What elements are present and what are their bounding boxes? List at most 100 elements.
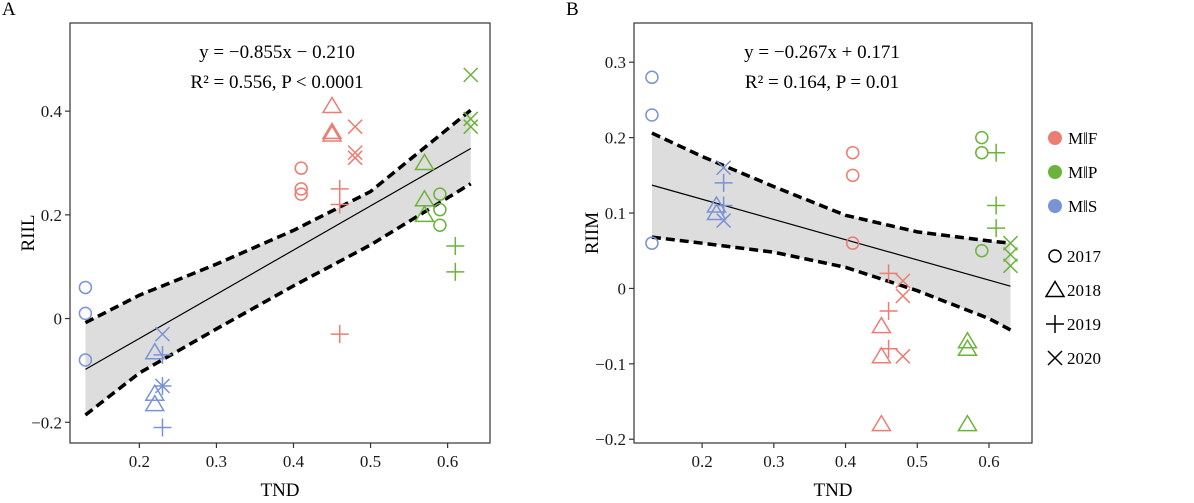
marker-circle [975,145,989,160]
marker-triangle [957,338,978,356]
marker-cross [895,273,911,289]
marker-cross [347,119,363,135]
panel-label-a: A [2,0,16,20]
data-point [714,173,733,192]
marker-triangle [414,153,435,171]
legend-item-year: 2017 [1048,247,1102,266]
legend-item-group: M‖P [1048,163,1097,182]
data-point [414,153,435,171]
marker-cross [463,67,479,83]
x-tick-label: 0.3 [763,452,784,471]
marker-plus [987,219,1006,238]
data-point [330,179,349,198]
marker-triangle [144,342,166,360]
data-point [433,187,447,201]
marker-triangle [321,124,343,142]
data-point [347,119,363,135]
data-point [294,182,308,196]
marker-cross [895,288,911,304]
data-point [895,348,911,364]
marker-cross [347,145,363,161]
marker-triangle [144,394,166,412]
marker-plus [987,143,1006,162]
marker-triangle [321,121,343,140]
data-point [716,213,732,229]
x-tick-label: 0.3 [206,452,227,471]
data-point [144,394,166,412]
y-tick-label: 0.4 [41,102,63,121]
confidence-band-fill [651,133,1011,330]
data-point [144,383,166,401]
marker-plus [446,236,465,255]
marker-cross [1002,235,1019,251]
marker-circle [975,243,989,258]
marker-plus [153,418,172,437]
marker-triangle [871,316,892,334]
marker-circle [645,108,659,122]
stats-b: R² = 0.164, P = 0.01 [745,72,899,93]
data-point [957,414,978,432]
points-b [645,70,1019,432]
marker-cross [347,150,363,166]
marker-cross [716,160,732,176]
data-point [987,196,1006,215]
marker-triangle [871,414,892,432]
marker-circle [645,236,659,250]
ci-upper-line [84,108,472,325]
marker-plus [153,345,172,364]
marker-plus [330,195,349,214]
data-point [154,326,171,342]
marker-plus [714,196,733,215]
legend-item-year: 2019 [1046,315,1101,334]
data-point [347,145,363,161]
y-tick-label: −0.2 [595,430,626,449]
data-point [294,187,308,201]
marker-plus [446,262,465,281]
stats-a: R² = 0.556, P < 0.0001 [190,72,363,93]
y-axis-title-b: RIIM [582,212,603,254]
data-point [845,168,860,183]
y-tick-label: 0.2 [605,129,626,148]
data-point [714,196,733,215]
data-point [78,353,93,367]
data-point [879,302,898,321]
marker-cross [1047,350,1063,366]
legend-label: 2019 [1067,315,1101,334]
marker-triangle [871,346,892,364]
marker-plus [879,339,898,358]
data-point [433,218,447,232]
x-axis-title-a: TND [260,480,299,501]
marker-triangle [957,414,978,432]
legend-label: 2017 [1067,247,1102,266]
marker-circle [433,202,447,217]
x-tick-label: 0.2 [692,452,713,471]
data-point [895,288,911,304]
marker-circle [78,353,93,367]
equation-a: y = −0.855x − 0.210 [199,42,355,63]
data-point [78,306,93,321]
data-point [895,273,911,289]
ci-lower-line [84,182,472,417]
marker-circle [78,306,93,321]
marker-triangle [957,331,978,349]
data-point [330,195,349,214]
data-point [463,67,479,83]
y-tick-label: −0.1 [595,355,626,374]
x-axis-title-b: TND [813,480,852,501]
legend-label: 2018 [1067,281,1101,300]
axes-b: 0.2 0.3 0.4 0.5 0.6 −0.2 −0.1 0 0.1 0.2 0.3 [595,22,1033,471]
legend-dot-icon [1048,131,1062,145]
data-point [414,204,435,223]
y-tick-label: 0 [618,279,627,298]
marker-circle [294,161,308,175]
legend: M‖F M‖P M‖S 2017 2018 2019 2020 [1044,129,1102,368]
data-point [153,418,172,437]
data-point [347,150,363,166]
legend-item-year: 2018 [1044,280,1101,300]
marker-cross [463,111,479,127]
panel-b: B 0.2 0.3 0.4 0.5 0.6 −0.2 −0.1 0 0.1 0.2 0.3 y = … [566,0,1033,501]
x-tick-label: 0.5 [360,452,381,471]
data-point [957,331,978,349]
data-point [957,338,978,356]
